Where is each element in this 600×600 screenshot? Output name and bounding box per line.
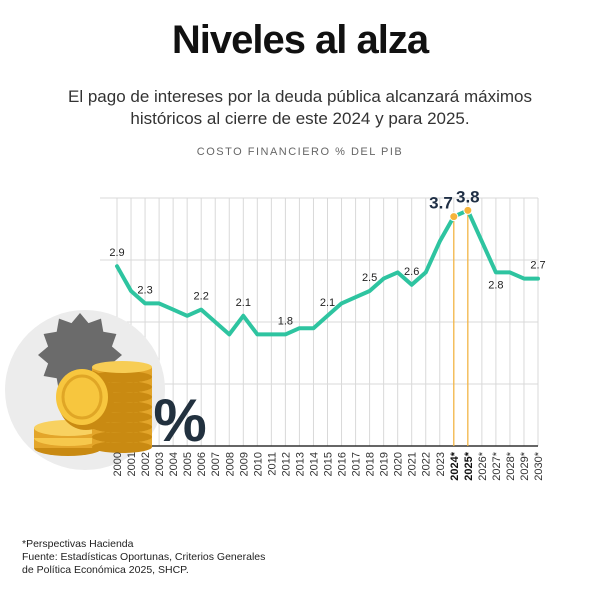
- x-tick-label: 2016: [337, 452, 349, 476]
- x-tick-label: 2026*: [477, 451, 489, 480]
- x-tick-label: 2030*: [533, 451, 545, 480]
- x-tick-label: 2002: [140, 452, 152, 476]
- x-tick-label: 2001: [126, 452, 138, 476]
- data-label: 2.2: [194, 291, 209, 303]
- x-tick-label: 2010: [252, 452, 264, 476]
- chart-title: Niveles al alza: [171, 18, 429, 62]
- x-tick-label: 2013: [294, 452, 306, 476]
- x-tick-labels: 2000 2001 2002 2003 2004 2005 2006 2007 2008 2009…: [112, 451, 545, 480]
- coins-illustration: %: [5, 310, 207, 470]
- grid: [100, 197, 539, 447]
- x-tick-label: 2004: [168, 452, 180, 476]
- data-labels: 2.9 2.3 2.2 2.1 1.8 2.1 2.5 2.6 3.7 3.8 2.8 2.7: [109, 187, 545, 327]
- x-tick-label: 2024*: [449, 451, 461, 480]
- data-label: 2.6: [404, 266, 419, 278]
- x-tick-label: 2000: [112, 452, 124, 476]
- highlight-point: [463, 205, 473, 215]
- source-line-2: de Política Económica 2025, SHCP.: [22, 564, 189, 576]
- x-tick-label: 2017: [351, 452, 363, 476]
- chart-footer: *Perspectivas Hacienda Fuente: Estadísti…: [22, 538, 265, 577]
- data-label: 3.7: [429, 194, 453, 213]
- x-tick-label: 2023: [435, 452, 447, 476]
- x-tick-label: 2022: [421, 452, 433, 476]
- x-tick-label: 2003: [154, 452, 166, 476]
- data-label: 2.8: [488, 279, 503, 291]
- x-tick-label: 2025*: [463, 451, 475, 480]
- x-tick-label: 2019: [379, 452, 391, 476]
- percent-sign: %: [153, 387, 206, 454]
- big-coin: [56, 369, 114, 430]
- footnote: *Perspectivas Hacienda: [22, 538, 134, 550]
- x-tick-label: 2018: [365, 452, 377, 476]
- highlight-lines: [453, 210, 469, 446]
- data-label: 2.1: [236, 297, 251, 309]
- source-line-1: Fuente: Estadísticas Oportunas, Criterio…: [22, 551, 266, 563]
- x-tick-label: 2011: [266, 452, 278, 476]
- highlight-point: [449, 212, 459, 222]
- x-tick-label: 2014: [308, 452, 320, 476]
- x-tick-label: 2007: [210, 452, 222, 476]
- x-tick-label: 2021: [407, 452, 419, 476]
- x-tick-label: 2015: [323, 452, 335, 476]
- chart-subtitle: El pago de intereses por la deuda públic…: [68, 87, 532, 128]
- data-label: 2.9: [109, 247, 124, 259]
- data-label: 2.3: [137, 284, 152, 296]
- x-tick-label: 2008: [224, 452, 236, 476]
- data-label: 1.8: [278, 315, 293, 327]
- x-tick-label: 2028*: [505, 451, 517, 480]
- x-tick-label: 2005: [182, 452, 194, 476]
- data-label: 2.1: [320, 297, 335, 309]
- data-label: 3.8: [456, 187, 480, 206]
- x-tick-label: 2027*: [491, 451, 503, 480]
- x-tick-label: 2006: [196, 452, 208, 476]
- data-label: 2.5: [362, 272, 377, 284]
- x-tick-label: 2012: [280, 452, 292, 476]
- x-tick-label: 2020: [393, 452, 405, 476]
- x-tick-label: 2009: [238, 452, 250, 476]
- y-axis-label: COSTO FINANCIERO % DEL PIB: [196, 146, 404, 158]
- x-tick-label: 2029*: [519, 451, 531, 480]
- data-label: 2.7: [530, 260, 545, 272]
- data-points: [449, 205, 473, 222]
